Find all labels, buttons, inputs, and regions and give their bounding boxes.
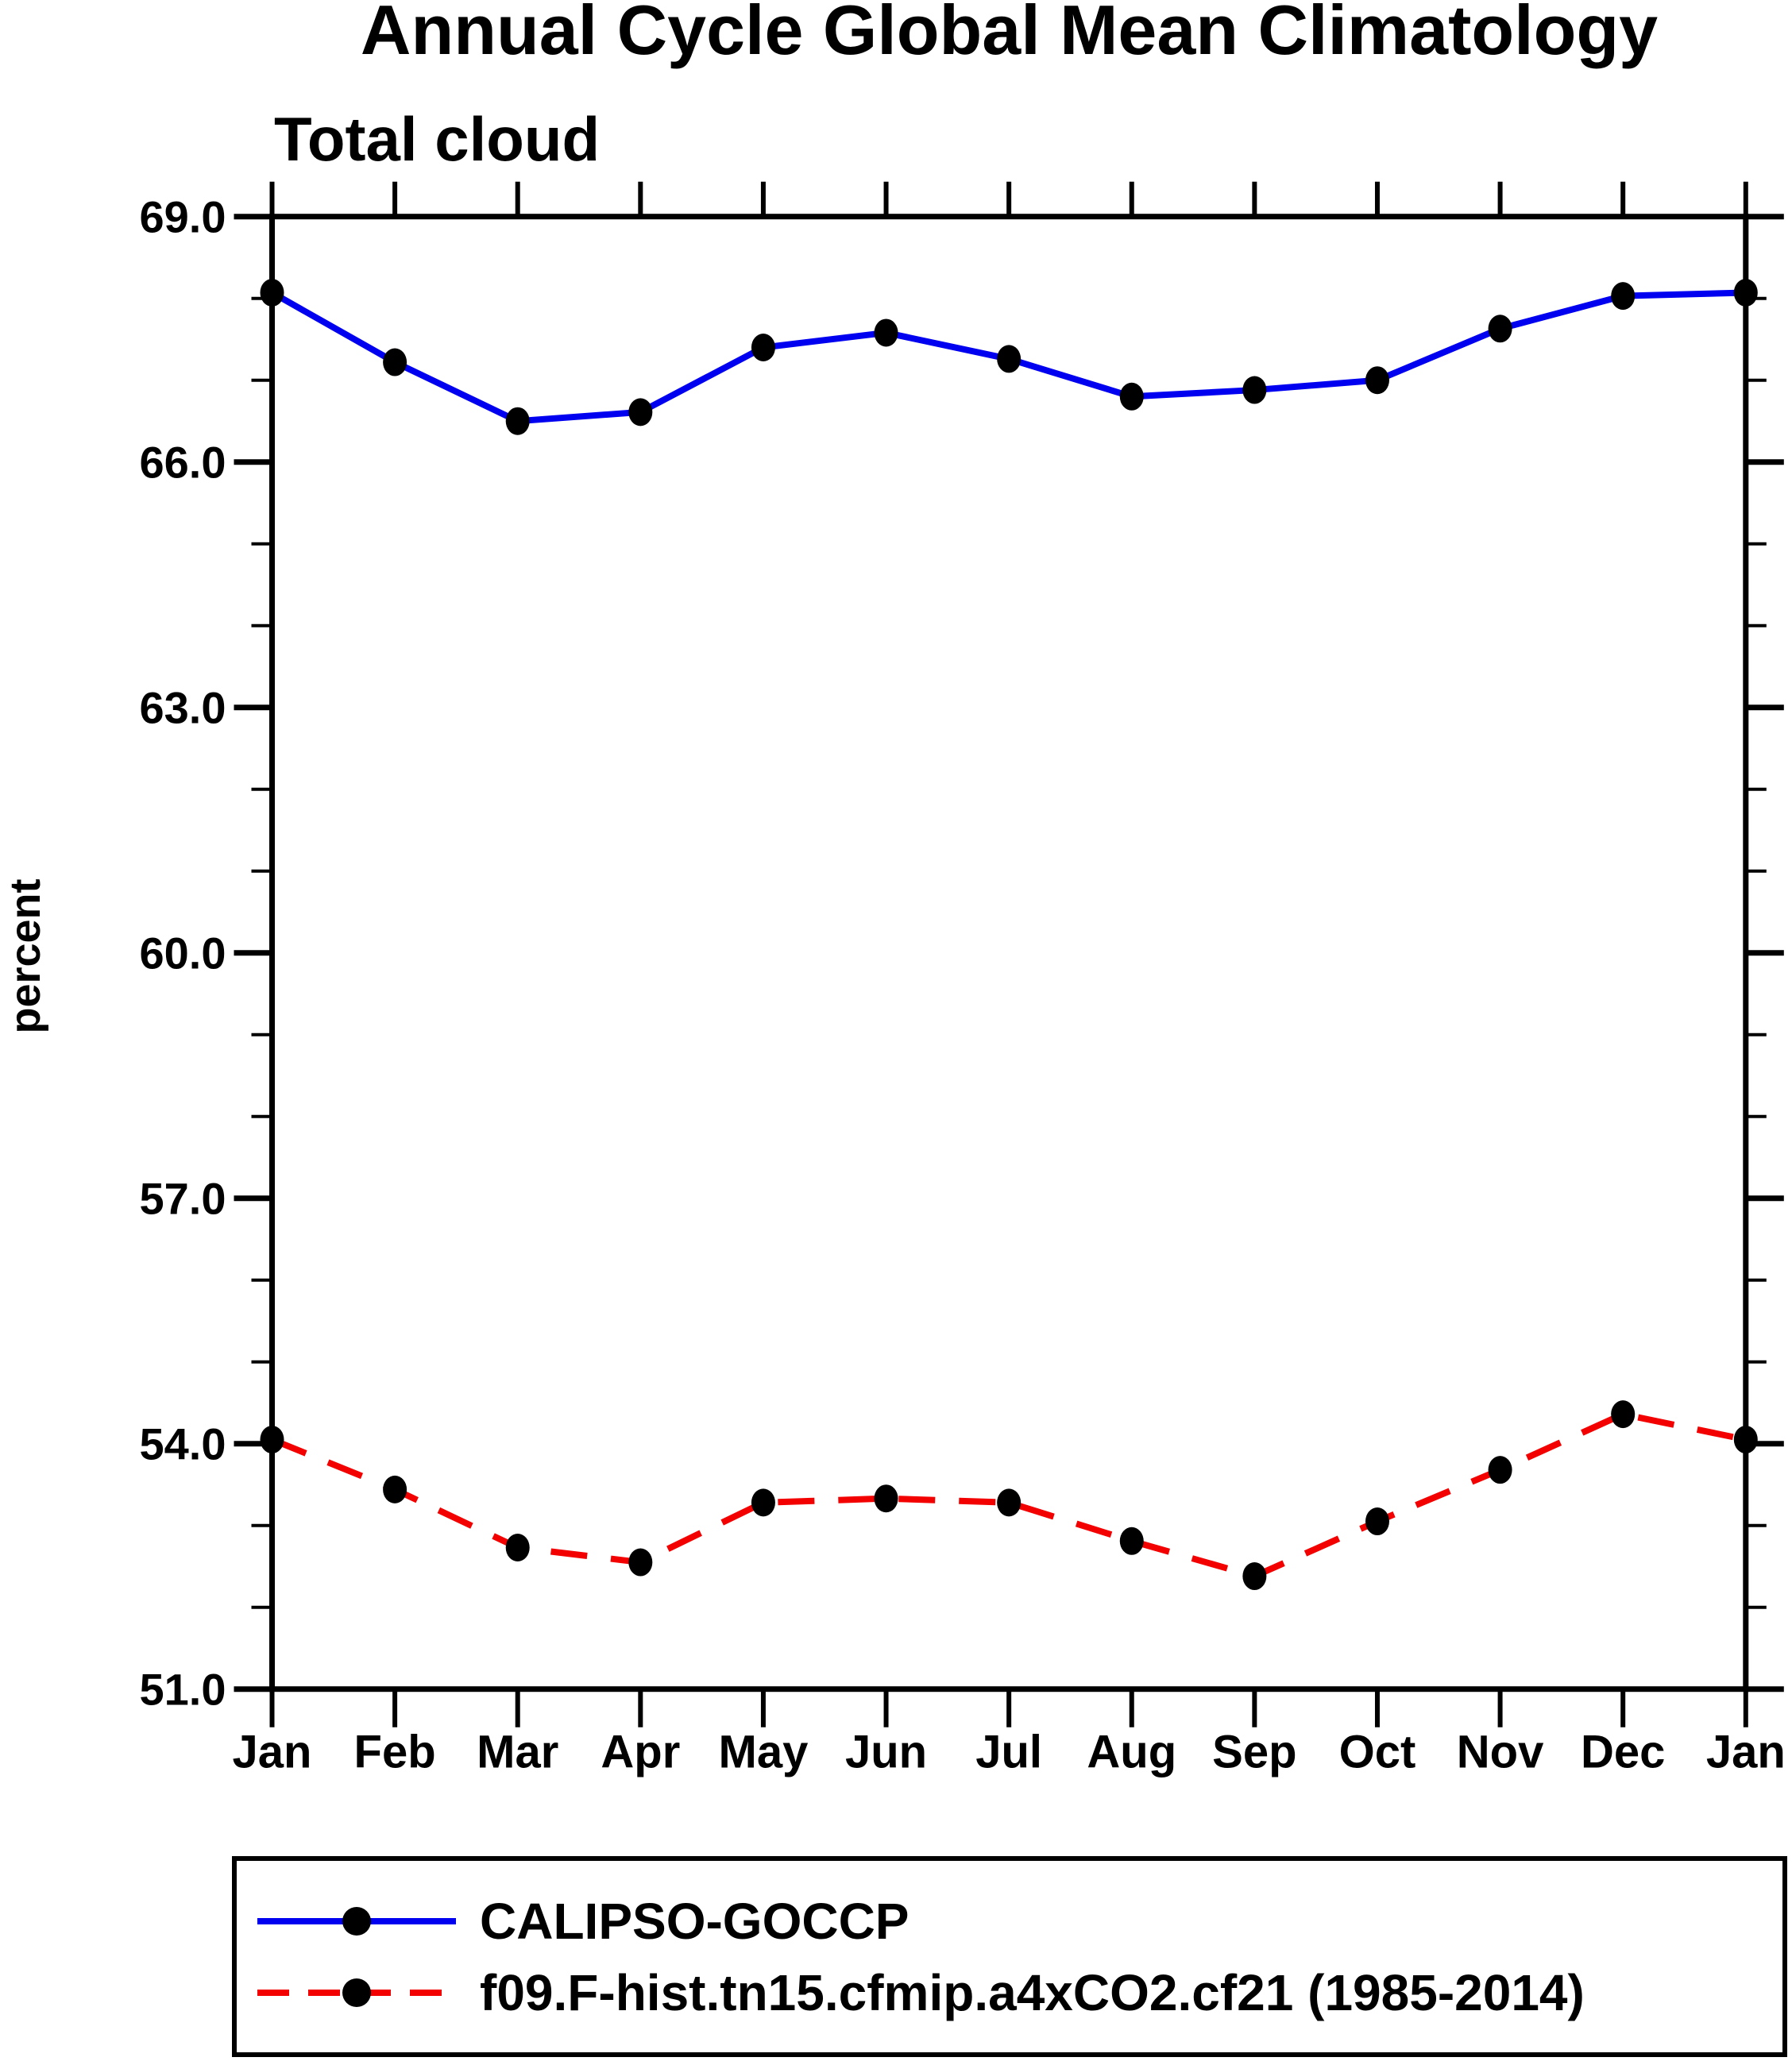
data-point-marker [1119,382,1144,411]
x-tick-label: Jun [845,1727,927,1778]
data-point-marker [997,1488,1022,1517]
x-tick-label: Jan [233,1727,312,1778]
series-markers-calipso-goccp [260,278,1758,435]
series-markers-f09-f-hist-tn15-cfmip-a4xco2-cf21-1985-2014 [260,1400,1758,1591]
data-point-marker [1242,376,1267,404]
data-point-marker [1242,1562,1267,1591]
x-tick-label: Oct [1339,1727,1416,1778]
y-axis-ticks [234,214,1784,1693]
data-point-marker [751,334,775,361]
data-point-marker [1365,1507,1389,1536]
data-point-marker [628,1548,653,1577]
data-point-marker [505,1534,530,1562]
x-tick-label: Nov [1457,1727,1544,1778]
data-point-marker [1488,1456,1512,1484]
data-point-marker [1365,366,1389,395]
y-tick-label: 63.0 [140,683,226,733]
data-point-marker [874,1484,898,1513]
y-tick-label: 60.0 [140,928,226,978]
x-axis-ticks [269,181,1748,1727]
plot-frame [269,214,1749,1693]
x-axis-labels: Jan Feb Mar Apr May Jun Jul Aug Sep Oct Nov Dec Jan [233,1727,1786,1778]
y-tick-label: 66.0 [140,438,226,488]
data-point-marker [1733,278,1758,307]
y-tick-label: 51.0 [140,1665,226,1715]
data-point-marker [874,318,898,347]
legend-label-model-f09: f09.F-hist.tn15.cfmip.a4xCO2.cf21 (1985-… [480,1963,1585,2021]
x-tick-label: Apr [601,1727,680,1778]
chart-subtitle: Total cloud [274,104,601,174]
legend-line-sample-dashed [257,1978,456,2007]
data-point-marker [383,348,407,376]
x-tick-label: Feb [354,1727,436,1778]
data-point-marker [260,278,284,307]
data-point-marker [997,345,1022,373]
data-point-marker [505,407,530,435]
x-tick-label: Sep [1212,1727,1296,1778]
x-tick-label: Dec [1581,1727,1665,1778]
y-tick-label: 54.0 [140,1419,226,1469]
x-tick-label: Mar [477,1727,558,1778]
x-tick-label: Aug [1087,1727,1176,1778]
legend-item-model-f09: f09.F-hist.tn15.cfmip.a4xCO2.cf21 (1985-… [257,1967,1782,2018]
data-point-marker [260,1426,284,1454]
data-point-marker [628,398,653,427]
data-point-marker [1733,1426,1758,1454]
data-point-marker [1611,282,1636,311]
data-point-marker [1119,1527,1144,1555]
legend-box: CALIPSO-GOCCP f09.F-hist.tn15.cfmip.a4xC… [232,1856,1787,2057]
y-tick-label: 69.0 [140,192,226,242]
data-point-marker [1488,315,1512,343]
x-tick-label: Jan [1706,1727,1786,1778]
y-axis-labels: 51.0 54.0 57.0 60.0 63.0 66.0 69.0 [140,192,226,1715]
x-tick-label: May [719,1727,809,1778]
data-point-marker [751,1488,775,1517]
y-tick-label: 57.0 [140,1174,226,1224]
legend-marker-dot [342,1906,371,1936]
data-point-marker [383,1475,407,1503]
legend-item-calipso-goccp: CALIPSO-GOCCP [257,1896,1782,1947]
legend-line-sample-solid [257,1906,456,1936]
chart-title: Annual Cycle Global Mean Climatology [360,0,1659,69]
legend-marker-dot [342,1978,371,2007]
legend-label-calipso-goccp: CALIPSO-GOCCP [480,1892,910,1950]
x-tick-label: Jul [975,1727,1042,1778]
data-point-marker [1611,1400,1636,1429]
